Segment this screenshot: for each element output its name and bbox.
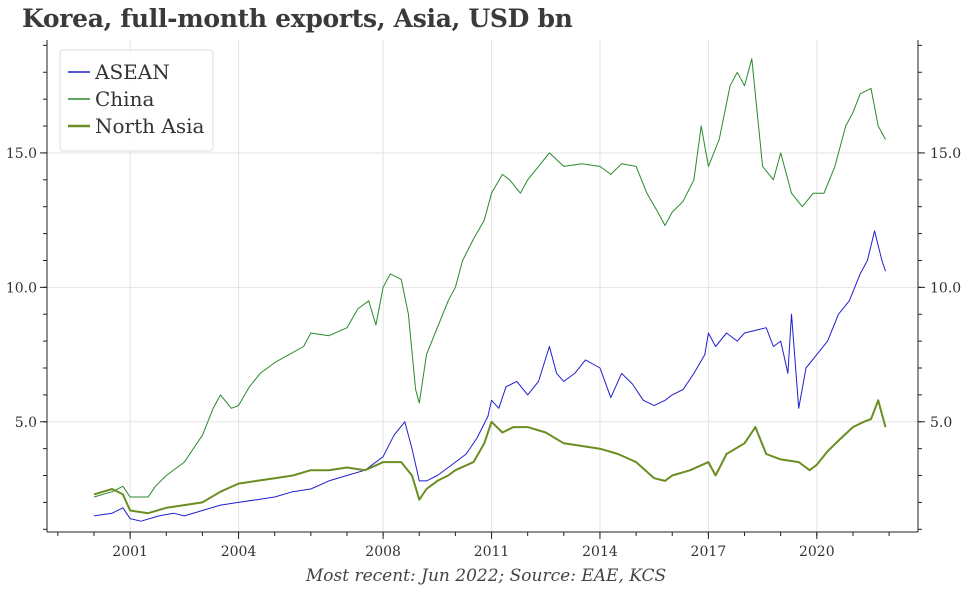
x-tick-label: 2001 xyxy=(112,544,148,560)
x-tick-label: 2017 xyxy=(691,544,727,560)
y-tick-label-left: 15.0 xyxy=(6,146,37,162)
legend-box xyxy=(59,49,214,152)
x-tick-label: 2011 xyxy=(474,544,510,560)
legend-label: North Asia xyxy=(95,114,204,138)
y-tick-label-left: 10.0 xyxy=(6,280,37,296)
axes: 2001 2004 2008 2011 2014 2017 2020 5.0 5.0 10.0 10… xyxy=(6,40,961,560)
series-lines xyxy=(93,58,887,522)
y-tick-label-right: 5.0 xyxy=(930,415,952,431)
y-tick-label-left: 5.0 xyxy=(15,415,37,431)
legend-label: China xyxy=(95,87,154,111)
y-tick-label-right: 15.0 xyxy=(930,146,961,162)
chart-title: Korea, full-month exports, Asia, USD bn xyxy=(22,4,573,33)
legend: ASEAN China North Asia xyxy=(59,49,214,152)
chart-caption: Most recent: Jun 2022; Source: EAE, KCS xyxy=(305,566,667,586)
series-line-north-asia xyxy=(93,399,887,515)
series-line-asean xyxy=(93,230,886,522)
series-line-china xyxy=(93,58,886,498)
x-tick-label: 2014 xyxy=(582,544,618,560)
x-tick-label: 2004 xyxy=(221,544,257,560)
x-tick-label: 2020 xyxy=(799,544,835,560)
legend-label: ASEAN xyxy=(94,60,170,84)
y-tick-label-right: 10.0 xyxy=(930,280,961,296)
x-tick-label: 2008 xyxy=(365,544,401,560)
grid-lines xyxy=(47,40,918,532)
